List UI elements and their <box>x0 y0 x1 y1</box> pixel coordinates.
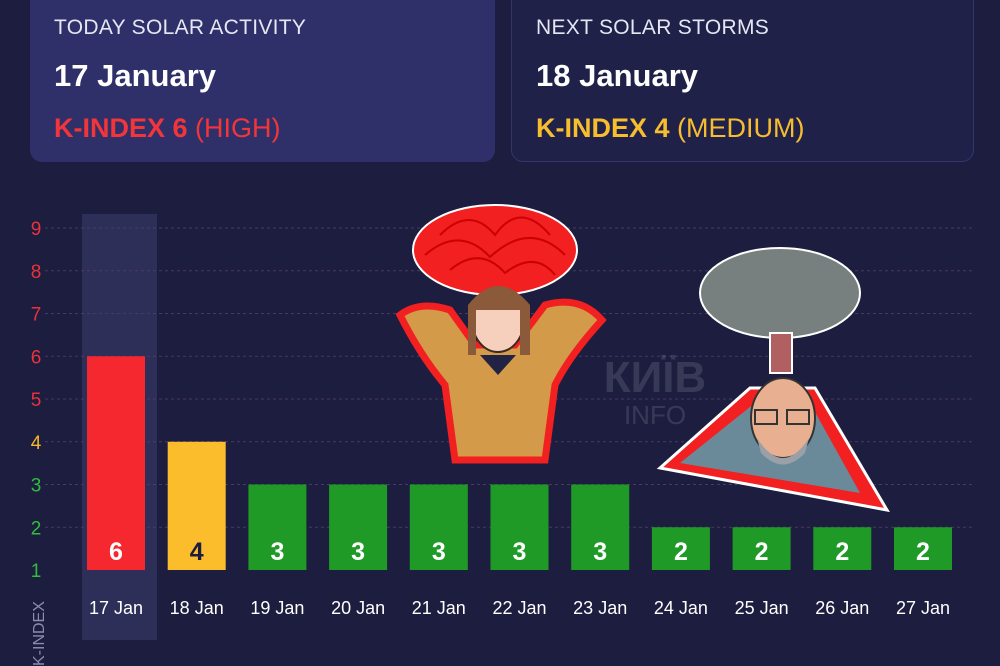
y-tick-label: 9 <box>31 219 42 240</box>
next-storms-card: NEXT SOLAR STORMS 18 January K-INDEX 4 (… <box>511 0 974 162</box>
y-tick-label: 6 <box>31 347 42 368</box>
bar-value-label: 4 <box>190 538 204 566</box>
next-kindex-value: K-INDEX 4 <box>536 113 670 143</box>
bar-23-jan <box>571 484 630 570</box>
bar-22-jan <box>490 484 549 570</box>
bar-19-jan <box>248 484 307 570</box>
y-axis-label: K-INDEX <box>31 601 48 666</box>
x-tick-label: 25 Jan <box>735 598 789 618</box>
stressed-man-illustration <box>656 247 890 513</box>
today-card-date: 17 January <box>54 58 216 93</box>
x-tick-label: 22 Jan <box>492 598 546 618</box>
bar-17-jan <box>87 356 145 570</box>
next-card-title: NEXT SOLAR STORMS <box>536 16 770 39</box>
x-tick-label: 23 Jan <box>573 598 627 618</box>
y-tick-label: 4 <box>31 433 42 454</box>
y-tick-label: 8 <box>31 262 42 283</box>
bar-value-label: 2 <box>916 538 930 566</box>
bar-27-jan <box>894 527 952 570</box>
stressed-woman-illustration <box>395 204 607 464</box>
bar-value-label: 3 <box>270 538 284 566</box>
bar-value-label: 3 <box>513 538 527 566</box>
next-kindex-level: (MEDIUM) <box>677 113 805 143</box>
bar-21-jan <box>409 484 468 570</box>
x-tick-label: 18 Jan <box>170 598 224 618</box>
bar-value-label: 6 <box>109 538 123 566</box>
bar-value-label: 2 <box>674 538 688 566</box>
today-kindex-level: (HIGH) <box>195 113 281 143</box>
today-kindex: K-INDEX 6 (HIGH) <box>54 111 471 145</box>
bar-20-jan <box>329 484 388 570</box>
x-tick-label: 19 Jan <box>250 598 304 618</box>
x-tick-label: 17 Jan <box>89 598 143 618</box>
x-tick-label: 20 Jan <box>331 598 385 618</box>
bar-18-jan <box>167 441 226 570</box>
x-tick-label: 24 Jan <box>654 598 708 618</box>
bar-24-jan <box>651 527 710 570</box>
bar-26-jan <box>813 527 872 570</box>
today-card-title: TODAY SOLAR ACTIVITY <box>54 16 307 39</box>
y-tick-label: 5 <box>31 390 42 411</box>
bar-value-label: 2 <box>835 538 849 566</box>
x-tick-label: 27 Jan <box>896 598 950 618</box>
y-tick-label: 3 <box>31 476 42 497</box>
bar-value-label: 3 <box>351 538 365 566</box>
x-tick-label: 21 Jan <box>412 598 466 618</box>
bar-value-label: 3 <box>593 538 607 566</box>
watermark-sub: INFO <box>623 400 687 430</box>
bar-25-jan <box>732 527 791 570</box>
y-tick-label: 1 <box>31 561 42 582</box>
y-tick-label: 2 <box>31 518 42 539</box>
bar-value-label: 3 <box>432 538 446 566</box>
today-activity-card: TODAY SOLAR ACTIVITY 17 January K-INDEX … <box>30 0 495 162</box>
today-kindex-value: K-INDEX 6 <box>54 113 188 143</box>
y-tick-label: 7 <box>31 305 42 326</box>
watermark-name: КИЇВ <box>603 353 707 402</box>
x-tick-label: 26 Jan <box>815 598 869 618</box>
next-kindex: K-INDEX 4 (MEDIUM) <box>536 111 949 145</box>
bar-value-label: 2 <box>755 538 769 566</box>
kyiv-info-watermark: КИЇВ INFO <box>575 353 735 430</box>
next-card-date: 18 January <box>536 58 698 93</box>
